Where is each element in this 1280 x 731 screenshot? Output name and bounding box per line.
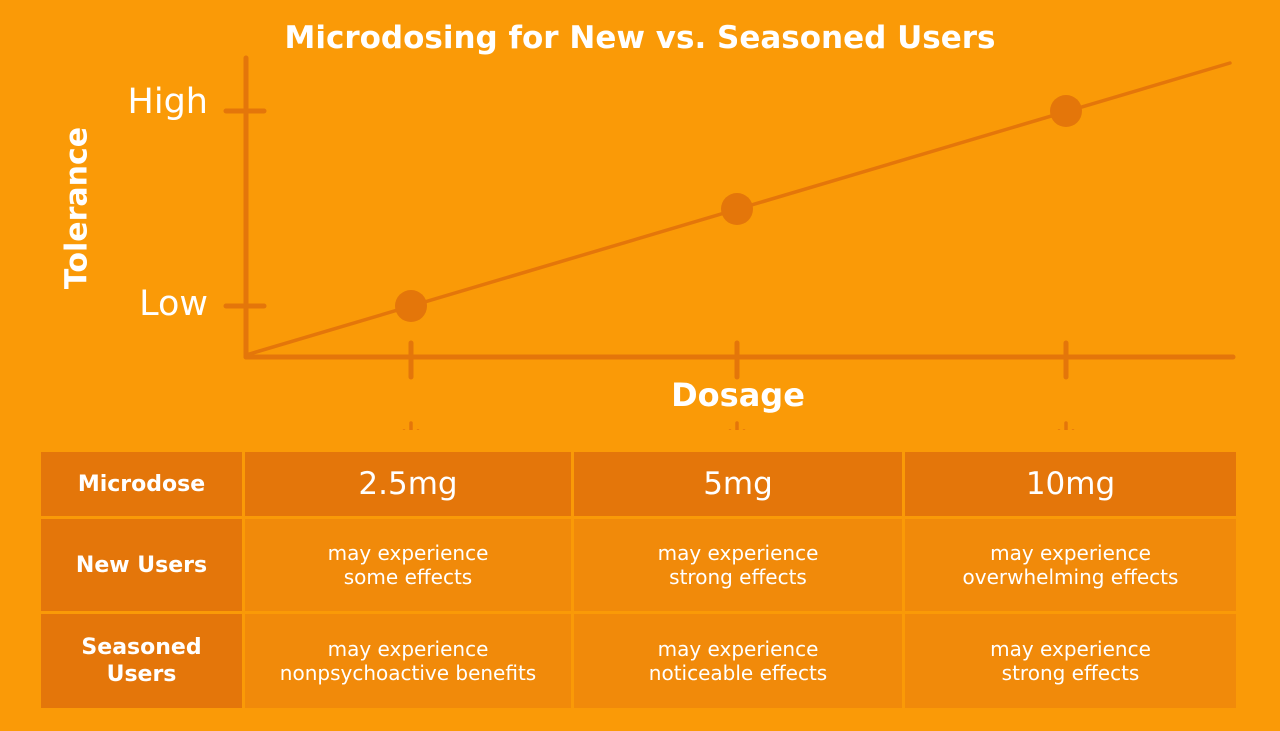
table-cell: may experience strong effects: [574, 519, 902, 611]
cell-line: may experience: [657, 541, 819, 565]
table-cell: may experience some effects: [245, 519, 571, 611]
table-cell: may experience nonpsychoactive benefits: [245, 614, 571, 708]
row-label-line: Users: [106, 662, 177, 687]
y-axis-label: Tolerance: [59, 126, 95, 290]
table-cell: may experience noticeable effects: [574, 614, 902, 708]
dose-cell-2-5mg: 2.5mg: [245, 452, 571, 516]
dosage-table: Microdose 2.5mg 5mg 10mg New Users may e…: [38, 449, 1239, 711]
row-label-line: New Users: [75, 552, 208, 578]
down-arrow-icon: [402, 421, 420, 430]
cell-line: nonpsychoactive benefits: [279, 661, 537, 685]
row-label-line: Seasoned: [81, 635, 202, 660]
dose-cell-5mg: 5mg: [574, 452, 902, 516]
down-arrow-icon: [728, 421, 746, 430]
cell-line: some effects: [343, 565, 473, 589]
row-label-new-users: New Users: [41, 519, 242, 611]
data-points: [395, 95, 1082, 322]
cell-line: strong effects: [1001, 661, 1140, 685]
data-point-2-5mg: [395, 290, 427, 322]
x-axis-label: Dosage: [671, 376, 805, 414]
tolerance-dosage-chart: [223, 55, 1236, 430]
cell-line: may experience: [327, 637, 489, 661]
cell-line: noticeable effects: [648, 661, 828, 685]
table-row-new-users: New Users may experience some effects ma…: [41, 519, 1236, 611]
table-row-seasoned-users: Seasoned Users may experience nonpsychoa…: [41, 614, 1236, 708]
cell-line: may experience: [990, 541, 1151, 565]
microdose-header-cell: Microdose: [41, 452, 242, 516]
data-point-10mg: [1050, 95, 1082, 127]
axes: [223, 55, 1236, 430]
data-point-5mg: [721, 193, 753, 225]
down-arrow-icon: [1057, 421, 1075, 430]
cell-line: overwhelming effects: [962, 565, 1179, 589]
y-tick-label-high: High: [127, 82, 208, 122]
table-cell: may experience overwhelming effects: [905, 519, 1236, 611]
row-label-seasoned-users: Seasoned Users: [41, 614, 242, 708]
dose-cell-10mg: 10mg: [905, 452, 1236, 516]
cell-line: strong effects: [669, 565, 807, 589]
cell-line: may experience: [990, 637, 1151, 661]
chart-title: Microdosing for New vs. Seasoned Users: [284, 20, 996, 56]
cell-line: may experience: [327, 541, 489, 565]
table-header-row: Microdose 2.5mg 5mg 10mg: [41, 452, 1236, 516]
table-cell: may experience strong effects: [905, 614, 1236, 708]
cell-line: may experience: [657, 637, 819, 661]
y-tick-label-low: Low: [139, 284, 208, 324]
